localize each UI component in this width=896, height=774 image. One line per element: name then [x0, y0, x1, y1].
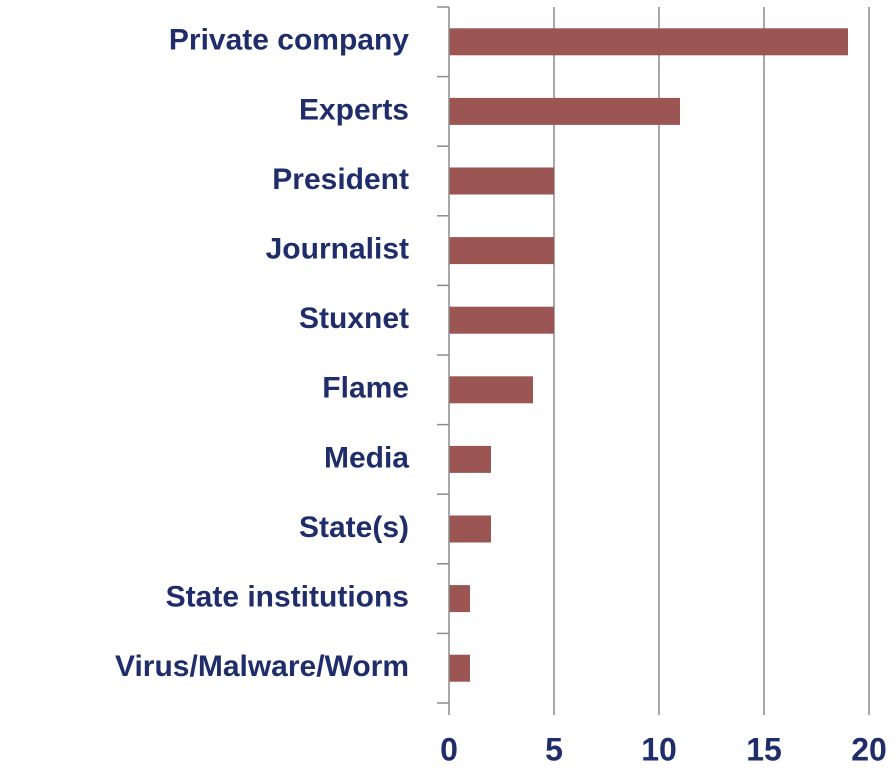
axes: [437, 6, 450, 715]
x-tick-label: 5: [545, 731, 563, 767]
x-tick-label: 20: [851, 731, 887, 767]
category-label: Stuxnet: [299, 302, 409, 335]
bar-flame: [449, 376, 533, 404]
x-tick-label: 0: [440, 731, 458, 767]
gridlines: [553, 7, 870, 715]
bar-president: [449, 167, 554, 195]
bar-stuxnet: [449, 306, 554, 334]
x-tick-label: 15: [746, 731, 782, 767]
bar-journalist: [449, 237, 554, 265]
category-label: President: [272, 163, 409, 196]
category-label: Virus/Malware/Worm: [115, 650, 409, 683]
bar-private-company: [449, 28, 848, 56]
bars: [449, 28, 848, 682]
x-tick-label: 10: [641, 731, 677, 767]
bar-state-s-: [449, 515, 491, 543]
category-label: Media: [324, 441, 409, 474]
category-label: Flame: [322, 372, 409, 405]
category-label: State institutions: [166, 581, 409, 614]
category-label: Journalist: [266, 233, 409, 266]
bar-virus-malware-worm: [449, 654, 470, 682]
category-label: State(s): [299, 511, 409, 544]
category-label: Experts: [299, 93, 409, 126]
category-label: Private company: [169, 24, 409, 57]
bar-experts: [449, 97, 680, 125]
x-tick-labels: 0 5 10 15 20: [440, 731, 887, 767]
category-labels: Private company Experts President Journalis…: [115, 24, 409, 683]
bar-media: [449, 445, 491, 473]
bar-state-institutions: [449, 585, 470, 613]
